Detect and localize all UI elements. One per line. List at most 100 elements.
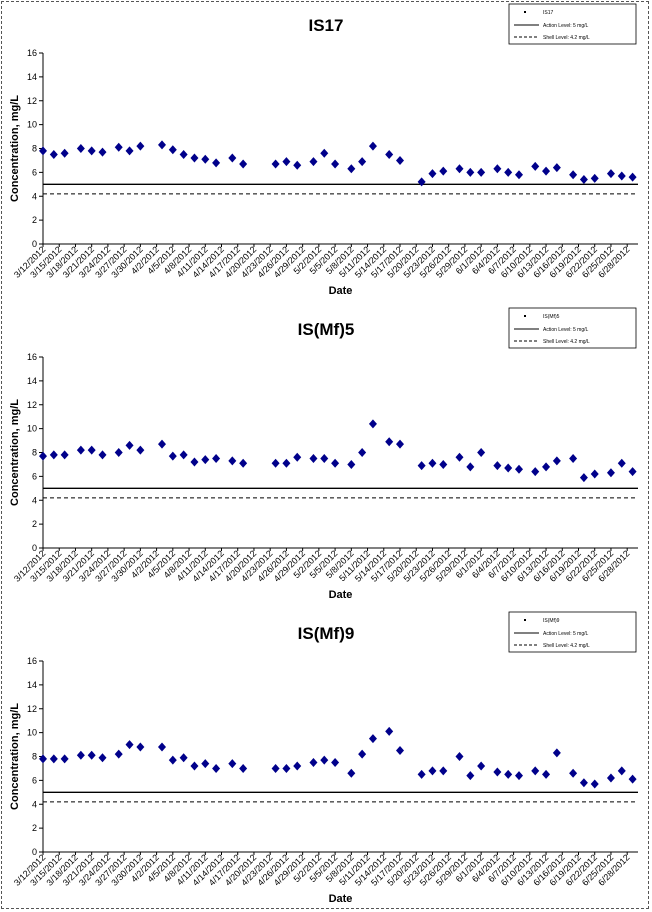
data-point [212, 453, 221, 463]
data-point [331, 159, 340, 169]
data-point [271, 159, 280, 169]
data-point [87, 445, 96, 455]
y-tick-label: 12 [27, 400, 37, 410]
chart-title: IS(Mf)5 [298, 320, 355, 339]
data-point [98, 450, 107, 460]
data-point [39, 146, 47, 156]
data-point [320, 453, 329, 463]
data-point [455, 752, 464, 761]
data-point [158, 140, 166, 150]
data-point [617, 766, 626, 776]
data-point [87, 750, 96, 760]
data-point [417, 461, 426, 471]
data-point [114, 448, 123, 457]
y-tick-label: 12 [27, 96, 37, 106]
data-point [590, 779, 599, 789]
data-point [552, 163, 561, 173]
data-point [76, 750, 85, 760]
data-point [628, 774, 637, 784]
data-point [179, 149, 188, 159]
data-point [385, 726, 394, 736]
data-point [347, 459, 356, 469]
data-point [76, 445, 85, 455]
data-point [239, 159, 248, 169]
y-tick-label: 4 [32, 495, 37, 505]
data-point [439, 766, 448, 776]
data-point [201, 154, 210, 164]
data-point [39, 451, 47, 461]
data-point [98, 753, 107, 763]
data-point [282, 458, 291, 468]
legend-entry: Shell Level: 4.2 mg/L [543, 35, 590, 41]
data-point [60, 148, 69, 158]
data-point [466, 462, 475, 472]
data-point [125, 440, 134, 450]
data-point [228, 153, 237, 163]
y-tick-label: 10 [27, 728, 37, 738]
data-point [49, 450, 58, 460]
data-point [606, 169, 615, 179]
data-point [201, 759, 210, 769]
data-point [212, 763, 221, 773]
y-tick-label: 16 [27, 48, 37, 58]
data-point [320, 148, 329, 158]
data-point [439, 459, 448, 469]
legend-marker-series [524, 11, 526, 13]
data-point [477, 167, 486, 177]
y-tick-label: 0 [32, 847, 37, 857]
data-point [466, 771, 475, 781]
data-point [579, 778, 588, 788]
data-point [60, 450, 69, 460]
data-point [212, 158, 221, 168]
y-tick-label: 8 [32, 144, 37, 154]
data-point [347, 768, 356, 778]
legend-entry: Action Level: 5 mg/L [543, 631, 589, 637]
data-point [179, 753, 188, 763]
data-point [385, 149, 394, 159]
data-point [515, 464, 523, 474]
y-tick-label: 16 [27, 656, 37, 666]
chart-panel-ismf9: IS(Mf)9 0 2 4 6 8 10 12 14 16 Concentration, mg/L 3… [0, 608, 652, 912]
data-point [569, 768, 578, 778]
legend-entry: IS(Mf)5 [543, 314, 560, 320]
data-point [493, 767, 502, 777]
y-tick-label: 2 [32, 519, 37, 529]
data-point [331, 458, 340, 468]
data-point [531, 161, 540, 171]
data-point [190, 153, 199, 163]
y-tick-label: 6 [32, 775, 37, 785]
data-point [114, 142, 123, 152]
data-point [201, 455, 210, 465]
data-point [569, 170, 578, 180]
legend-entry: Shell Level: 4.2 mg/L [543, 339, 590, 345]
legend-entry: Action Level: 5 mg/L [543, 23, 589, 29]
data-point [455, 452, 464, 462]
data-point [39, 754, 47, 764]
data-point [228, 456, 237, 466]
legend-marker-series [524, 619, 526, 621]
data-point [98, 147, 107, 157]
y-tick-label: 6 [32, 167, 37, 177]
data-point [579, 473, 588, 483]
data-point [228, 759, 237, 769]
data-point [368, 141, 377, 151]
y-tick-label: 12 [27, 704, 37, 714]
data-point [515, 170, 523, 180]
data-point [579, 175, 588, 185]
data-point [590, 173, 599, 183]
y-tick-label: 8 [32, 448, 37, 458]
y-tick-label: 8 [32, 752, 37, 762]
data-point [417, 177, 426, 187]
data-point [552, 456, 561, 466]
data-point [569, 453, 578, 463]
data-point [49, 149, 58, 159]
y-tick-label: 2 [32, 823, 37, 833]
y-tick-label: 10 [27, 120, 37, 130]
data-point [136, 445, 145, 455]
data-point [368, 419, 377, 429]
data-point [439, 166, 448, 176]
